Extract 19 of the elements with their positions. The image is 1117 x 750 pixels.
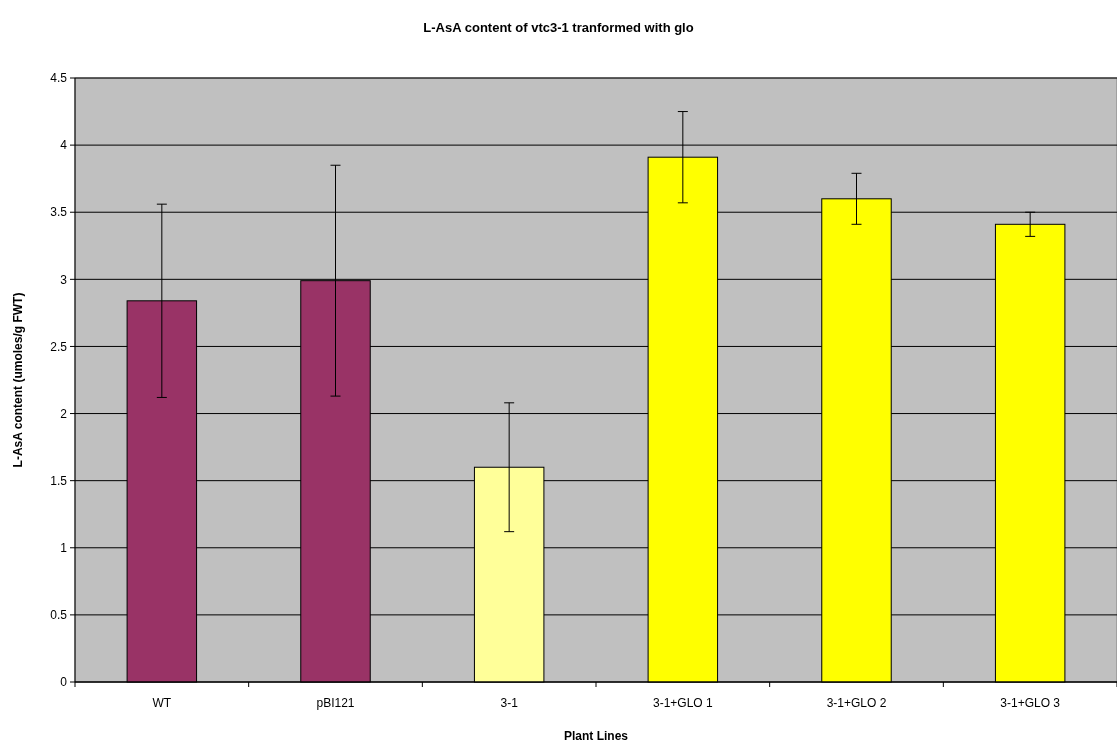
chart-title: L-AsA content of vtc3-1 tranformed with glo xyxy=(423,20,694,35)
x-tick-label: WT xyxy=(152,696,172,710)
y-tick-label: 2 xyxy=(60,406,68,421)
y-tick-label: 4.5 xyxy=(50,71,68,86)
y-axis-title: L-AsA content (umoles/g FWT) xyxy=(11,292,25,468)
y-tick-label: 1 xyxy=(60,540,68,555)
x-tick-label: pBI121 xyxy=(316,696,355,710)
y-tick-label: 3.5 xyxy=(50,205,68,220)
y-tick-label: 4 xyxy=(60,138,68,153)
x-tick-label: 3-1+GLO 3 xyxy=(1000,696,1061,710)
x-tick-label: 3-1+GLO 2 xyxy=(826,696,887,710)
x-tick-label: 3-1 xyxy=(500,696,519,710)
y-tick-label: 3 xyxy=(60,272,68,287)
x-tick-label: 3-1+GLO 1 xyxy=(652,696,714,710)
y-tick-label: 0 xyxy=(60,675,68,690)
x-axis-title: Plant Lines xyxy=(563,729,629,743)
y-tick-label: 1.5 xyxy=(50,473,68,488)
y-tick-label: 0.5 xyxy=(50,608,68,623)
y-tick-label: 2.5 xyxy=(50,339,68,354)
